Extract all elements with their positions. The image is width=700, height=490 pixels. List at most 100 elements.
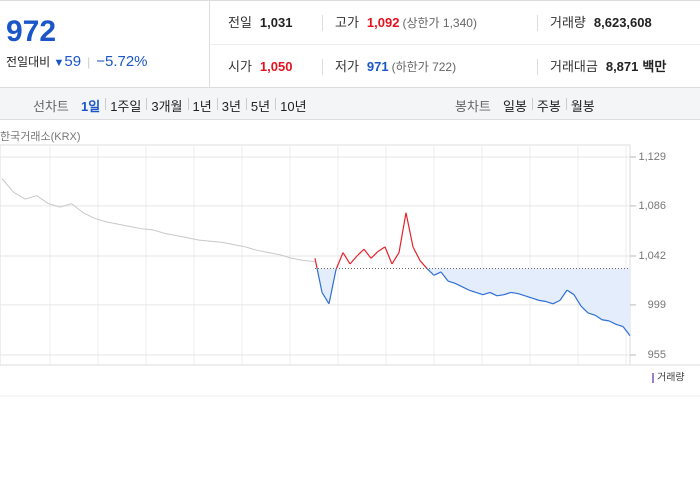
price-segment xyxy=(328,269,337,304)
tab[interactable]: 1년 xyxy=(192,99,212,114)
price-segment xyxy=(412,246,421,261)
tab-separator xyxy=(531,98,533,110)
price-box: 972 전일대비 ▼59 | −5.72% xyxy=(0,1,210,87)
tab-separator xyxy=(565,98,567,110)
price-segment xyxy=(524,295,533,299)
price-segment xyxy=(545,300,554,305)
tab[interactable]: 월봉 xyxy=(570,99,595,114)
price-segment xyxy=(454,282,463,288)
tab-group-label: 봉차트 xyxy=(455,99,491,114)
price-segment xyxy=(398,212,407,253)
separator xyxy=(537,15,538,31)
stat-value: 1,050 xyxy=(259,59,293,74)
tab[interactable]: 1주일 xyxy=(110,99,142,114)
stat-note: (상한가 1,340) xyxy=(402,16,477,30)
price-segment xyxy=(433,271,442,276)
tab-group-label: 선차트 xyxy=(33,99,69,114)
stat: 시가 1,050 xyxy=(228,45,292,89)
volume-label: 거래량 xyxy=(657,372,685,384)
y-tick-label: 1,129 xyxy=(638,151,666,163)
price-segment xyxy=(370,251,379,259)
price-segment xyxy=(391,252,400,265)
price-segment xyxy=(316,268,323,293)
price-segment xyxy=(377,246,386,252)
price-segment xyxy=(496,294,505,297)
price-segment xyxy=(531,297,540,301)
price-segment xyxy=(601,319,610,322)
plot-frame xyxy=(0,144,631,366)
y-tick-label: 999 xyxy=(648,299,666,311)
separator xyxy=(322,15,323,31)
price-segment xyxy=(517,292,526,297)
stats-row: 시가 1,050 저가 971 (하한가 722) 거래대금 8,871 백만 xyxy=(210,45,700,89)
price-segment xyxy=(580,305,589,314)
change-value: 59 xyxy=(64,53,82,70)
price-segment xyxy=(538,299,547,303)
price-segment xyxy=(405,212,414,248)
price-segment xyxy=(342,252,351,265)
stat-note: (하한가 722) xyxy=(391,60,457,74)
stat-label: 거래량 xyxy=(550,15,586,30)
price-segment xyxy=(482,291,491,296)
quote-header: 972 전일대비 ▼59 | −5.72% 전일 1,031 고가 1,092 (상한가 1… xyxy=(0,0,700,88)
stat-value: 8,623,608 xyxy=(593,15,652,30)
price-segment xyxy=(615,323,624,328)
tab-separator xyxy=(216,98,218,110)
area-fill xyxy=(317,268,630,336)
volume-legend-swatch xyxy=(652,373,654,383)
stat-value: 971 xyxy=(366,59,389,74)
price-segment xyxy=(363,248,372,259)
stat-label: 시가 xyxy=(228,59,252,74)
stat-label: 전일 xyxy=(228,15,252,30)
price-segment xyxy=(587,312,596,316)
price-segment xyxy=(440,271,449,282)
tab[interactable]: 1일 xyxy=(81,99,101,114)
price-segment xyxy=(573,294,582,307)
price-segment xyxy=(552,299,561,305)
price-segment xyxy=(419,260,428,269)
tab[interactable]: 3개월 xyxy=(151,99,183,114)
price-segment xyxy=(314,258,318,269)
price-segment xyxy=(559,289,568,301)
price-segment xyxy=(622,326,631,337)
price-segment xyxy=(503,291,512,296)
chart: 한국거래소(KRX) 955 999 1,042 1,086 1,129 거래량 xyxy=(0,130,700,397)
price-segment xyxy=(594,314,603,321)
price-segment xyxy=(566,289,575,296)
stat-value: 1,092 xyxy=(366,15,400,30)
y-tick-label: 1,042 xyxy=(638,250,666,262)
stat: 거래량 8,623,608 xyxy=(550,1,652,45)
stat: 거래대금 8,871 백만 xyxy=(550,45,666,89)
price-segment xyxy=(468,289,477,293)
stat-value: 8,871 xyxy=(605,59,639,74)
stat-value: 1,031 xyxy=(259,15,293,30)
y-tick-label: 1,086 xyxy=(638,200,666,212)
tab-separator xyxy=(275,98,277,110)
change-label: 전일대비 xyxy=(6,55,51,69)
tab[interactable]: 10년 xyxy=(280,99,307,114)
price-segment xyxy=(321,292,330,305)
source: 한국거래소(KRX) xyxy=(0,130,81,143)
tab[interactable]: 5년 xyxy=(250,99,271,114)
price-segment xyxy=(489,291,498,297)
price-segment xyxy=(356,248,365,257)
tab-separator xyxy=(187,98,189,110)
stat-label: 거래대금 xyxy=(550,59,598,74)
down-arrow: ▼ xyxy=(53,57,65,69)
stat: 저가 971 (하한가 722) xyxy=(335,45,456,89)
price-segment xyxy=(335,252,344,269)
stat: 전일 1,031 xyxy=(228,1,292,45)
tab[interactable]: 주봉 xyxy=(536,99,561,114)
tab[interactable]: 3년 xyxy=(221,99,241,114)
change-rate: −5.72% xyxy=(96,53,148,70)
chart-tabs: 선차트 1일 1주일 3개월 1년 3년 5년 10년 봉차트 일봉 주봉 월봉 xyxy=(0,88,700,120)
price: 972 xyxy=(6,15,57,48)
row-divider xyxy=(210,44,700,45)
price-segment xyxy=(447,280,456,284)
change: 전일대비 ▼59 | −5.72% xyxy=(6,53,148,70)
tab[interactable]: 일봉 xyxy=(503,99,527,114)
price-segment xyxy=(349,255,358,265)
tab-separator xyxy=(146,98,148,110)
stat-label: 고가 xyxy=(335,15,359,30)
